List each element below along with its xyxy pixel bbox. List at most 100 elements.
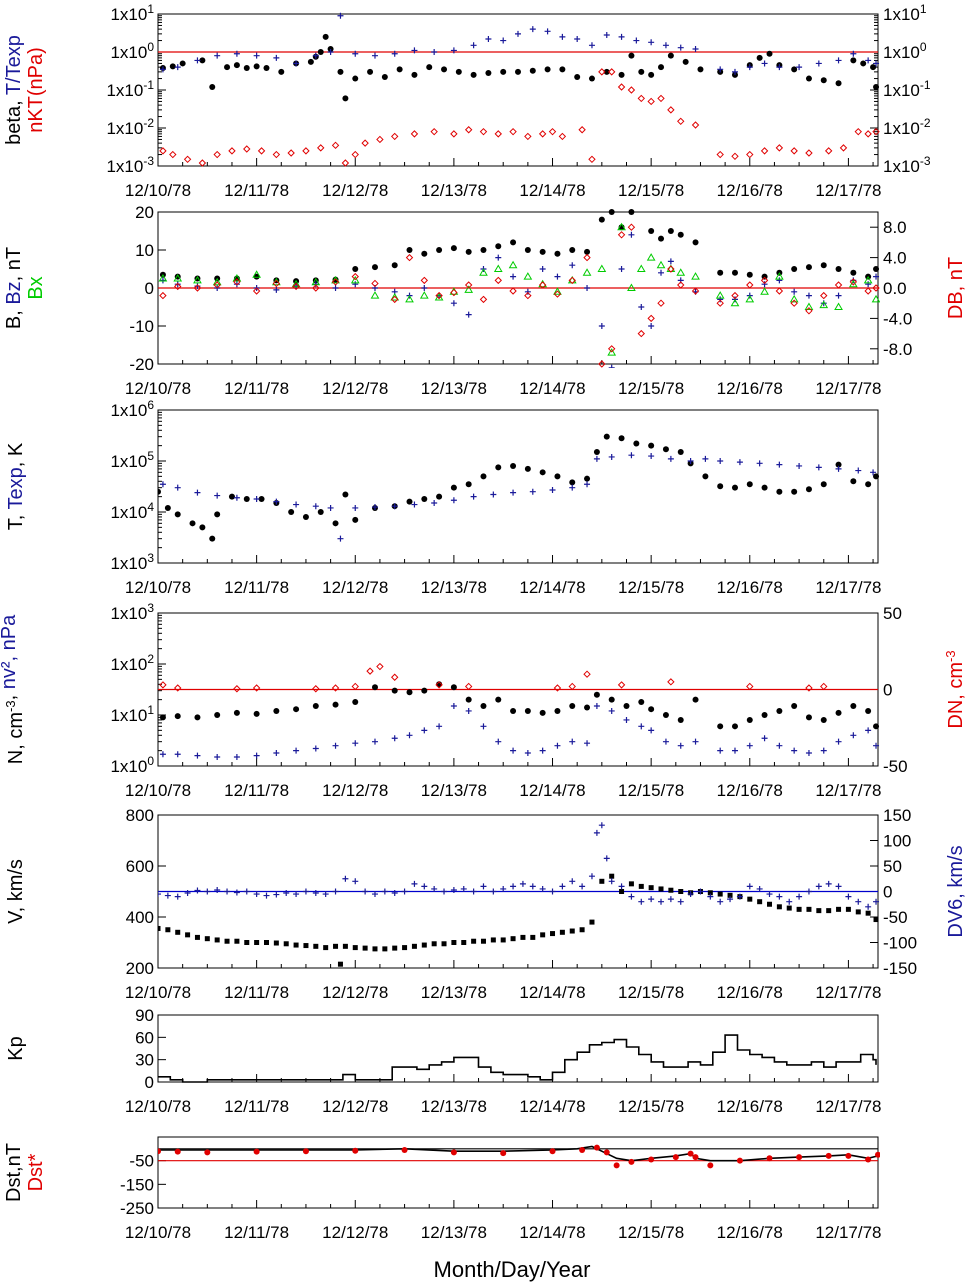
data-point <box>628 209 635 215</box>
data-point <box>628 1158 635 1165</box>
y-axis-label: V, km/s <box>5 859 27 924</box>
data-point <box>776 64 783 71</box>
data-point <box>731 723 738 730</box>
data-point <box>554 473 561 480</box>
data-point <box>865 910 871 916</box>
data-point <box>213 281 221 289</box>
data-point <box>524 291 532 300</box>
data-point <box>494 276 502 285</box>
svg-text:DV6, km/s: DV6, km/s <box>945 845 967 937</box>
data-point <box>426 64 433 71</box>
data-point <box>495 738 502 745</box>
data-point <box>746 271 753 278</box>
data-point <box>820 77 827 84</box>
data-point <box>327 45 334 52</box>
data-point <box>253 495 260 502</box>
x-tick-label: 12/14/78 <box>519 379 585 398</box>
x-tick-label: 12/16/78 <box>717 1223 783 1242</box>
data-point <box>193 284 202 292</box>
data-point <box>431 49 438 55</box>
data-point <box>500 1150 507 1157</box>
y2-axis-label: DV6, km/s <box>945 845 967 937</box>
data-point <box>815 883 822 890</box>
data-point <box>697 888 704 895</box>
data-point <box>736 1157 743 1164</box>
data-point <box>460 885 467 892</box>
series-beta-2 <box>159 68 880 167</box>
data-point <box>303 943 309 949</box>
data-point <box>691 121 700 129</box>
data-point <box>603 32 610 39</box>
data-point <box>158 891 161 898</box>
data-point <box>520 934 526 940</box>
data-point <box>796 906 802 912</box>
svg-text:Bx: Bx <box>25 276 47 299</box>
data-point <box>371 264 378 271</box>
data-point <box>435 681 443 689</box>
data-point <box>707 893 714 900</box>
data-point <box>392 945 398 951</box>
data-point <box>367 68 374 75</box>
data-point <box>411 880 418 887</box>
data-point <box>524 749 531 756</box>
data-point <box>568 682 576 691</box>
data-point <box>835 738 842 745</box>
series-line <box>158 1145 879 1162</box>
x-tick-label: 12/13/78 <box>421 379 487 398</box>
data-point <box>588 75 595 82</box>
data-point <box>362 945 368 951</box>
data-point <box>805 714 812 721</box>
data-point <box>633 37 640 44</box>
data-point <box>648 706 655 713</box>
data-point <box>873 898 880 905</box>
data-point <box>791 488 798 495</box>
data-point <box>835 57 842 64</box>
data-point <box>494 130 502 138</box>
data-point <box>548 127 557 136</box>
data-point <box>702 455 709 462</box>
y2-tick-label: 100 <box>883 832 911 851</box>
data-point <box>371 891 378 898</box>
data-point <box>707 1162 714 1169</box>
data-point <box>731 291 739 300</box>
data-point <box>273 940 279 946</box>
data-point <box>691 287 700 295</box>
data-point <box>761 281 768 288</box>
data-point <box>435 291 443 300</box>
data-point <box>746 742 753 749</box>
series-bfield-0 <box>159 201 880 285</box>
data-point <box>677 898 684 905</box>
data-point <box>584 248 591 255</box>
data-point <box>549 1148 556 1155</box>
data-point <box>549 487 556 493</box>
data-point <box>283 941 289 947</box>
data-point <box>849 278 858 286</box>
data-point <box>524 465 531 472</box>
data-point <box>731 68 738 75</box>
data-point <box>835 266 842 272</box>
y2-tick-label: 1x100 <box>883 40 927 62</box>
x-tick-label: 12/14/78 <box>519 1097 585 1116</box>
y-axis-label-2: Bx <box>25 276 47 299</box>
data-point <box>352 878 359 885</box>
svg-text:nKT(nPa): nKT(nPa) <box>25 47 47 133</box>
data-point <box>731 152 739 161</box>
data-point <box>850 269 857 276</box>
y2-tick-label: 8.0 <box>883 218 907 237</box>
data-point <box>539 747 546 754</box>
data-point <box>421 942 427 948</box>
data-point <box>598 216 605 223</box>
data-point <box>872 127 880 136</box>
x-tick-label: 12/16/78 <box>717 983 783 1002</box>
data-point <box>805 307 813 315</box>
data-point <box>588 155 596 164</box>
data-point <box>351 272 359 281</box>
data-point <box>638 201 644 207</box>
data-point <box>756 460 763 467</box>
data-point <box>805 75 812 82</box>
svg-text:DB, nT: DB, nT <box>945 257 967 319</box>
data-point <box>342 95 349 102</box>
data-point <box>873 917 879 923</box>
data-point <box>302 147 310 155</box>
data-point <box>717 269 724 276</box>
